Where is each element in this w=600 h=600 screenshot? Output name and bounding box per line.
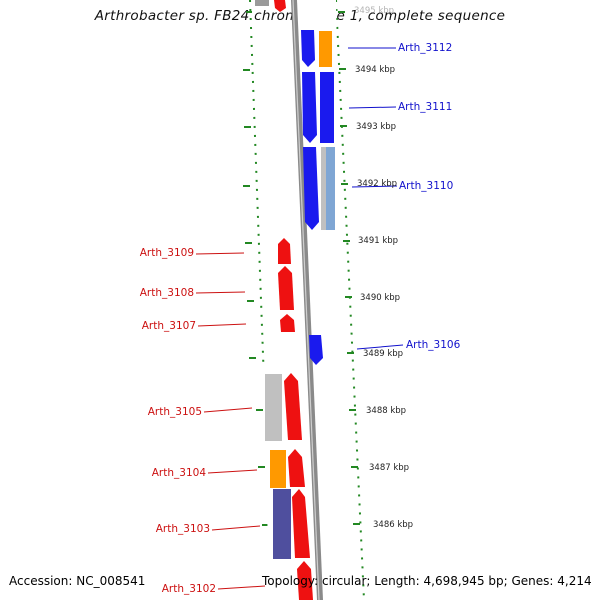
- leader-arth-3105: [203, 407, 253, 413]
- leader-arth-3103: [211, 525, 261, 531]
- left-scale-ticks: [243, 11, 269, 526]
- right-guide-line: [335, 0, 365, 600]
- gene-label-arth-3102[interactable]: Arth_3102: [162, 583, 216, 595]
- gene-arth-3112-companion: [319, 31, 332, 67]
- left-guide-line: [249, 0, 273, 600]
- gene-arth-3104-companion: [270, 450, 286, 488]
- gene-arth-3105: [284, 373, 302, 440]
- gene-arth-3104: [288, 449, 305, 487]
- gene-arth-3112: [301, 30, 315, 67]
- gene-arth-3102: [297, 561, 313, 600]
- gene-label-arth-3108[interactable]: Arth_3108: [140, 287, 194, 299]
- gene-arth-3103: [292, 489, 310, 558]
- top-red-gene: [274, 0, 286, 12]
- leader-arth-3111: [348, 106, 397, 109]
- genome-summary-text: Topology: circular; Length: 4,698,945 bp…: [262, 574, 592, 588]
- gene-label-arth-3109[interactable]: Arth_3109: [140, 247, 194, 259]
- right-scale-ticks: [338, 11, 360, 525]
- gene-arth-3111-companion: [320, 72, 334, 143]
- gene-arth-3110-companion-light: [321, 147, 326, 230]
- gene-arth-3108: [278, 266, 294, 310]
- gene-label-arth-3112[interactable]: Arth_3112: [398, 42, 452, 54]
- backbone-highlight: [292, 0, 320, 600]
- gene-label-arth-3104[interactable]: Arth_3104: [152, 467, 207, 479]
- kbp-label-3486: 3486 kbp: [373, 520, 413, 530]
- leader-arth-3110: [351, 185, 398, 188]
- leader-arth-3109: [195, 252, 245, 255]
- gene-label-arth-3107[interactable]: Arth_3107: [142, 320, 196, 332]
- gene-label-arth-3103[interactable]: Arth_3103: [156, 523, 210, 535]
- leader-arth-3107: [197, 323, 247, 327]
- gene-arth-3109: [278, 238, 291, 264]
- top-gray-gene: [255, 0, 269, 6]
- kbp-label-3494: 3494 kbp: [355, 65, 395, 75]
- leader-arth-3104: [207, 469, 258, 474]
- gene-label-arth-3110[interactable]: Arth_3110: [399, 180, 453, 192]
- leader-arth-3106: [356, 344, 404, 350]
- gene-arth-3107: [280, 314, 295, 332]
- kbp-label-3491: 3491 kbp: [358, 236, 398, 246]
- kbp-label-3493: 3493 kbp: [356, 122, 396, 132]
- gene-arth-3106: [309, 335, 323, 365]
- kbp-label-3489: 3489 kbp: [363, 349, 403, 359]
- kbp-label-3495: 3495 kbp: [354, 6, 394, 16]
- gene-arth-3110: [303, 147, 319, 230]
- kbp-label-3488: 3488 kbp: [366, 406, 406, 416]
- gene-arth-3105-companion: [265, 374, 282, 441]
- leader-arth-3108: [195, 291, 246, 294]
- kbp-label-3492: 3492 kbp: [357, 179, 397, 189]
- gene-arth-3111: [302, 72, 317, 143]
- leader-arth-3102: [217, 585, 266, 590]
- gene-label-arth-3106[interactable]: Arth_3106: [406, 339, 461, 351]
- accession-text: Accession: NC_008541: [9, 574, 146, 588]
- gene-label-arth-3111[interactable]: Arth_3111: [398, 101, 452, 113]
- gene-label-arth-3105[interactable]: Arth_3105: [148, 406, 202, 418]
- kbp-label-3487: 3487 kbp: [369, 463, 409, 473]
- gene-arth-3103-companion: [273, 489, 291, 559]
- kbp-label-3490: 3490 kbp: [360, 293, 400, 303]
